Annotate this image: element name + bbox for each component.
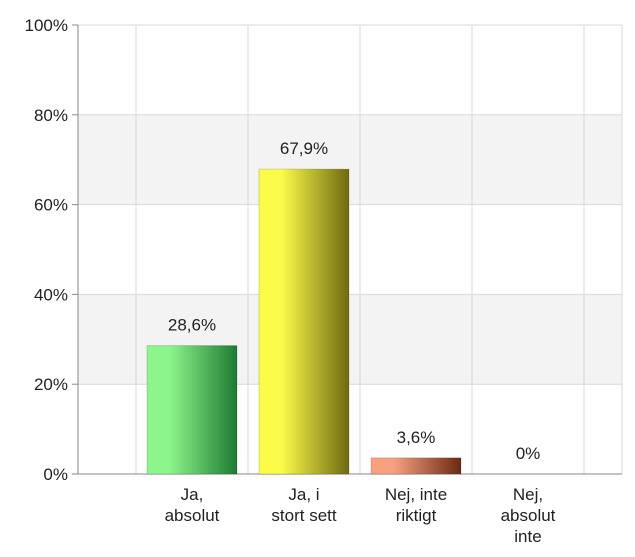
category-label: Nej, inte riktigt [385, 485, 447, 525]
y-axis-ticks: 0% 20% 40% 60% 80% 100% [25, 16, 78, 484]
bars [146, 168, 462, 475]
y-tick-label: 100% [25, 16, 68, 35]
bar [146, 345, 238, 475]
plot-band [78, 114, 622, 205]
data-label: 28,6% [168, 316, 216, 335]
data-label: 3,6% [397, 428, 436, 447]
y-tick-label: 60% [34, 196, 68, 215]
plot-band [78, 25, 622, 115]
plot-bands [78, 25, 622, 474]
y-tick-label: 20% [34, 375, 68, 394]
y-tick-label: 80% [34, 106, 68, 125]
bar [370, 457, 462, 475]
data-label: 67,9% [280, 139, 328, 158]
bar [258, 168, 350, 475]
grid-lines [78, 24, 623, 475]
category-label: Ja, i stort sett [271, 485, 336, 525]
y-tick-label: 40% [34, 285, 68, 304]
category-label: Nej, absolut inte [501, 485, 556, 546]
category-label: Ja, absolut [165, 485, 220, 525]
plot-band [78, 204, 622, 295]
category-labels: Ja, absolut Ja, i stort sett Nej, inte riktig… [165, 485, 556, 546]
data-labels: 28,6% 67,9% 3,6% 0% [168, 139, 540, 463]
data-label: 0% [516, 444, 541, 463]
y-tick-label: 0% [43, 465, 68, 484]
